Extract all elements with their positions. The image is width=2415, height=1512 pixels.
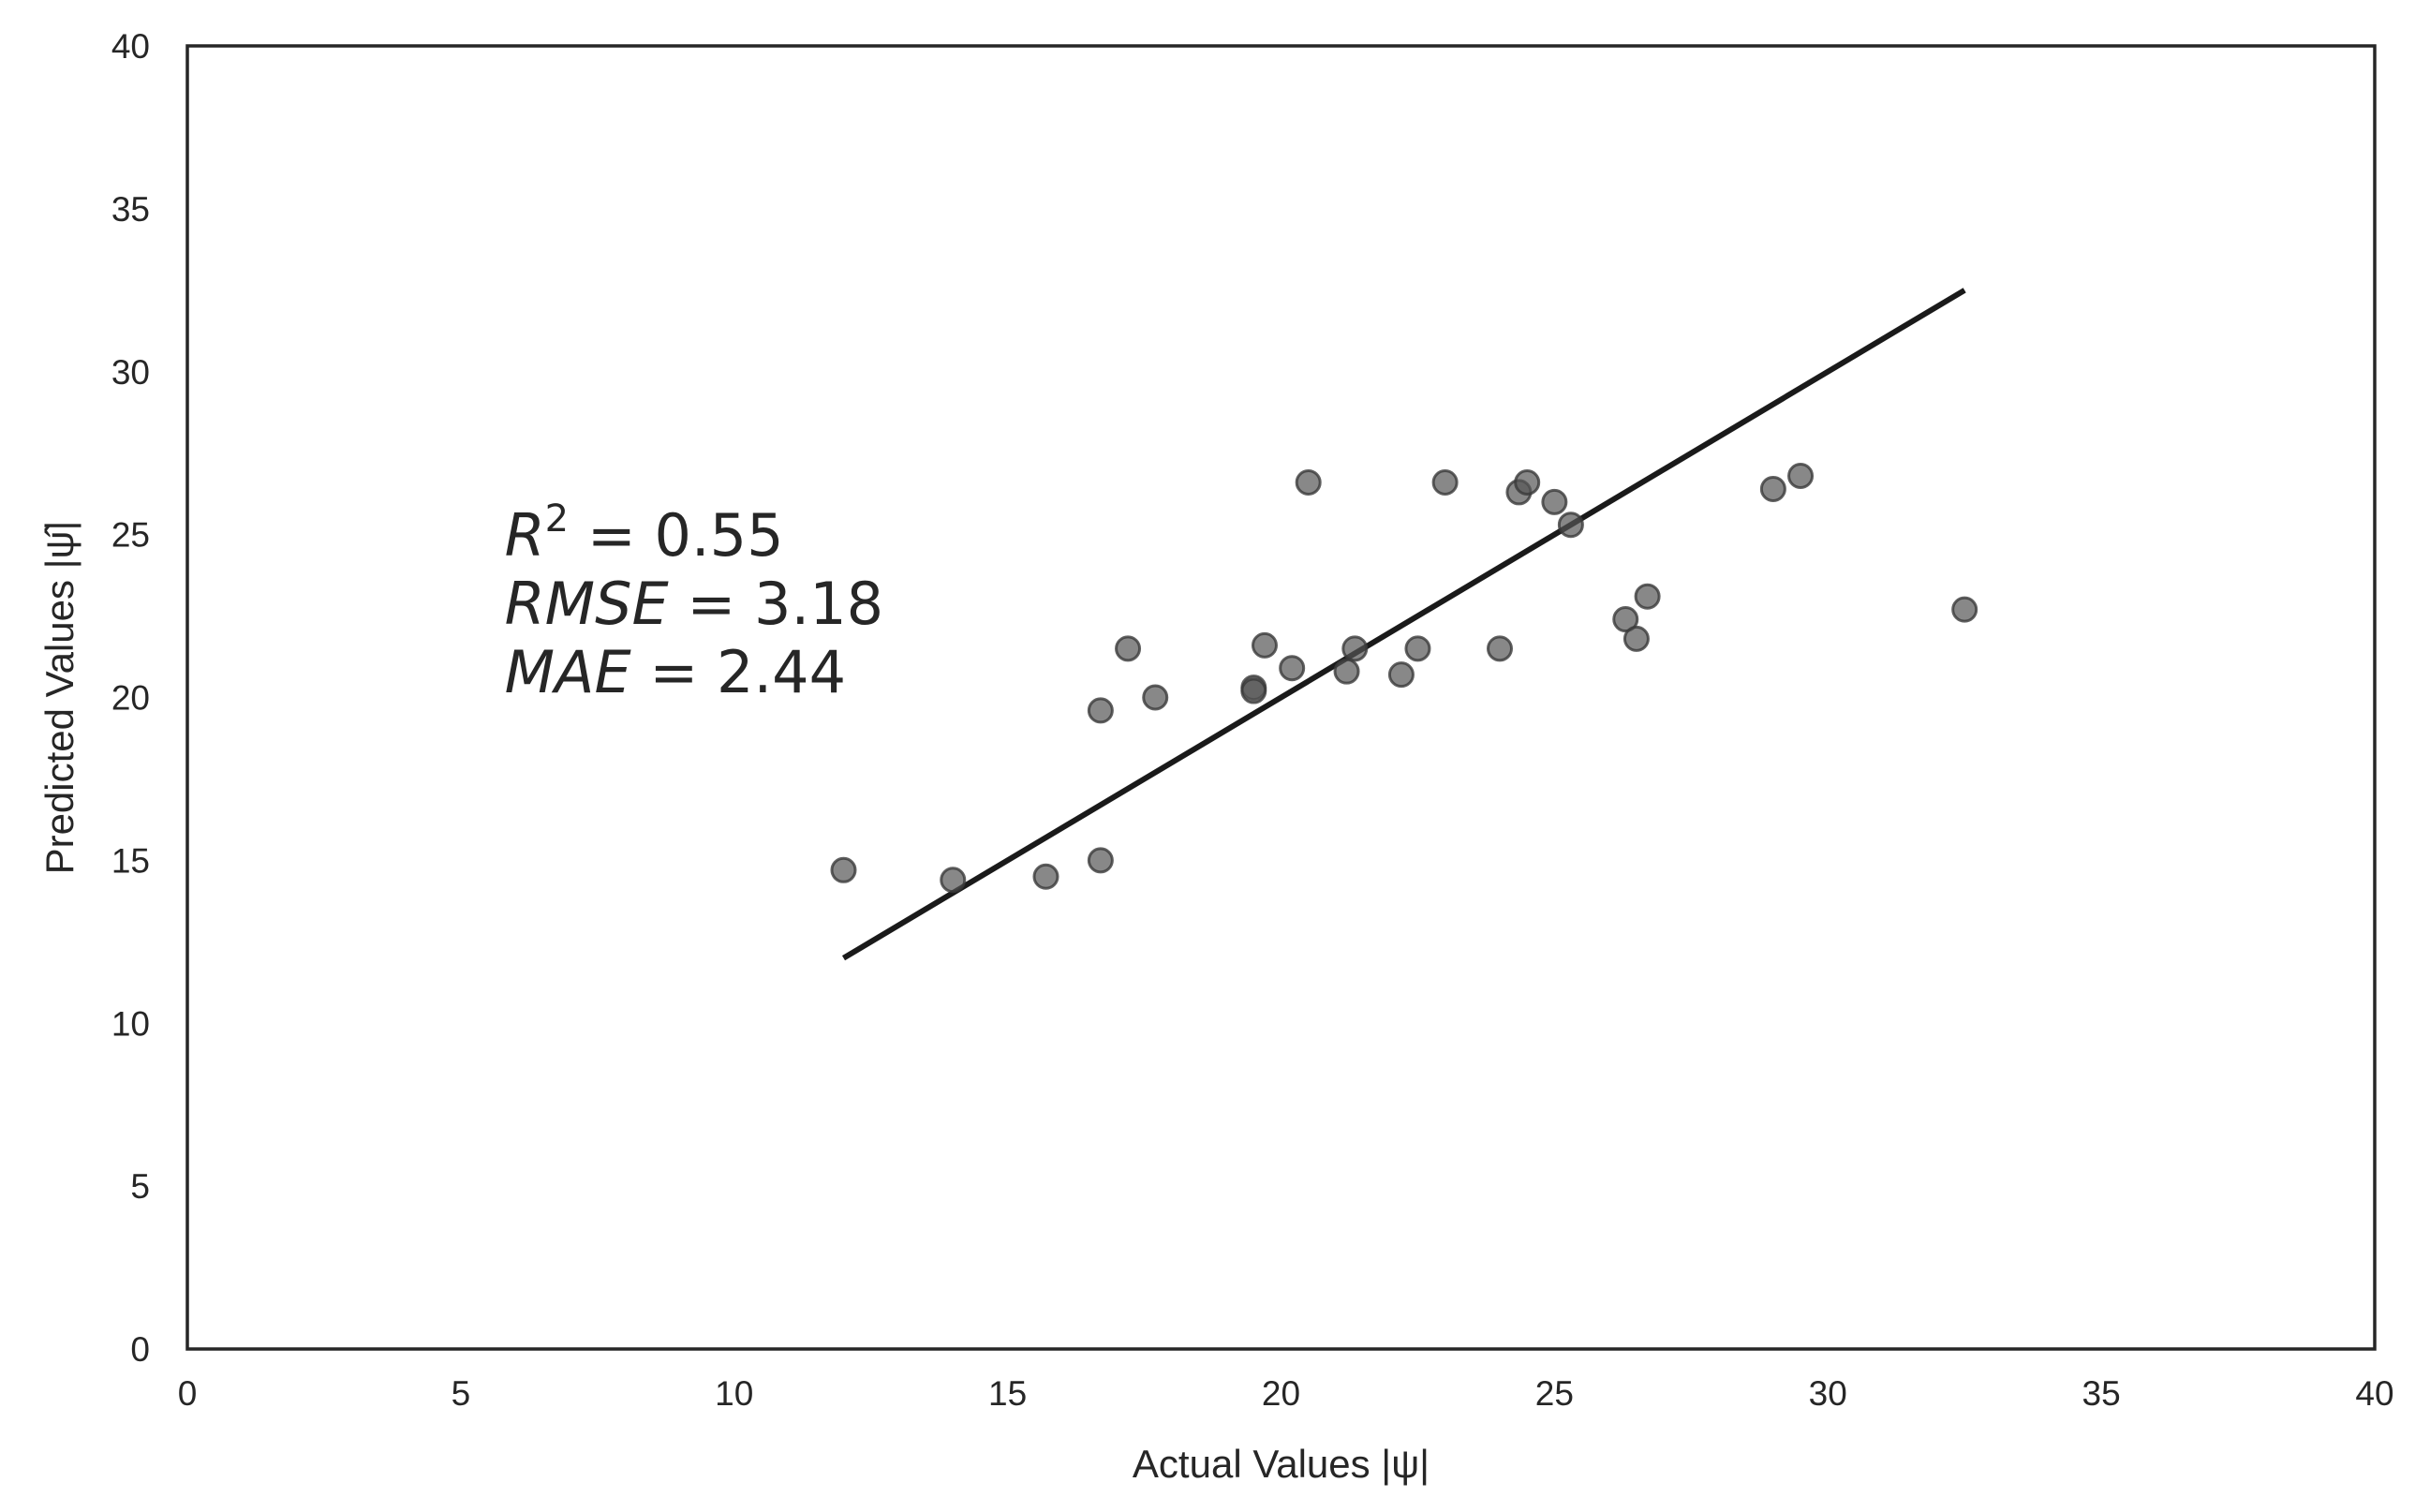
data-point — [1251, 631, 1278, 659]
regression-line — [841, 288, 1966, 961]
data-point — [1087, 847, 1114, 874]
data-point — [1951, 596, 1978, 623]
data-point — [1341, 635, 1369, 662]
data-point — [1240, 677, 1267, 704]
data-point — [1759, 475, 1786, 502]
data-point — [1404, 635, 1431, 662]
mae-equals: = — [631, 638, 717, 706]
data-point — [1279, 655, 1306, 682]
x-tick-label: 20 — [1262, 1374, 1300, 1413]
x-tick-label: 10 — [715, 1374, 753, 1413]
data-point — [1142, 684, 1169, 711]
y-axis-ticks: 0 5 10 15 20 25 30 35 40 — [111, 27, 150, 1369]
data-points — [830, 463, 1978, 894]
data-point — [1514, 468, 1541, 496]
x-tick-label: 15 — [988, 1374, 1027, 1413]
plot-frame — [185, 44, 2377, 1351]
data-point — [1087, 697, 1114, 724]
y-tick-label: 20 — [111, 679, 150, 718]
y-tick-label: 40 — [111, 27, 150, 66]
x-tick-label: 35 — [2082, 1374, 2121, 1413]
data-point — [1487, 635, 1513, 662]
data-point — [1622, 625, 1650, 652]
x-tick-label: 5 — [452, 1374, 471, 1413]
data-point — [1032, 863, 1059, 890]
mae-annotation: MAE = 2.44 — [505, 638, 847, 706]
y-tick-label: 25 — [111, 516, 150, 555]
y-tick-label: 30 — [111, 353, 150, 392]
metrics-annotation: R2 = 0.55 RMSE = 3.18 MAE = 2.44 — [505, 497, 884, 706]
y-tick-label: 15 — [111, 841, 150, 880]
y-axis-label: Predicted Values |ψ̂| — [37, 521, 81, 875]
x-axis-ticks: 0 5 10 15 20 25 30 35 40 — [178, 1374, 2394, 1413]
data-point — [1541, 488, 1568, 515]
r2-superscript: 2 — [545, 497, 569, 541]
r2-value: 0.55 — [654, 501, 783, 570]
data-point — [1333, 658, 1360, 685]
data-point — [1115, 635, 1142, 662]
y-tick-label: 10 — [111, 1004, 150, 1043]
rmse-value: 3.18 — [754, 570, 883, 638]
x-tick-label: 40 — [2355, 1374, 2393, 1413]
x-tick-label: 0 — [178, 1374, 198, 1413]
data-point — [1387, 661, 1415, 689]
y-tick-label: 0 — [130, 1330, 150, 1369]
data-point — [1612, 606, 1639, 633]
x-tick-label: 30 — [1809, 1374, 1847, 1413]
rmse-label: RMSE — [505, 570, 670, 638]
data-point — [940, 867, 967, 894]
rmse-annotation: RMSE = 3.18 — [505, 570, 884, 638]
x-tick-label: 25 — [1535, 1374, 1574, 1413]
data-point — [1557, 511, 1584, 539]
data-point — [830, 856, 857, 883]
data-point — [1787, 463, 1815, 490]
y-tick-label: 5 — [130, 1167, 150, 1206]
rmse-equals: = — [669, 570, 754, 638]
data-point — [1295, 468, 1322, 496]
r2-equals: = — [569, 501, 654, 570]
r2-annotation: R2 = 0.55 — [505, 497, 784, 570]
mae-value: 2.44 — [717, 638, 846, 706]
r2-label: R — [505, 501, 545, 570]
mae-label: MAE — [505, 638, 632, 706]
data-point — [1431, 468, 1459, 496]
y-tick-label: 35 — [111, 190, 150, 229]
x-axis-label: Actual Values |ψ| — [1133, 1442, 1430, 1486]
data-point — [1634, 583, 1661, 610]
